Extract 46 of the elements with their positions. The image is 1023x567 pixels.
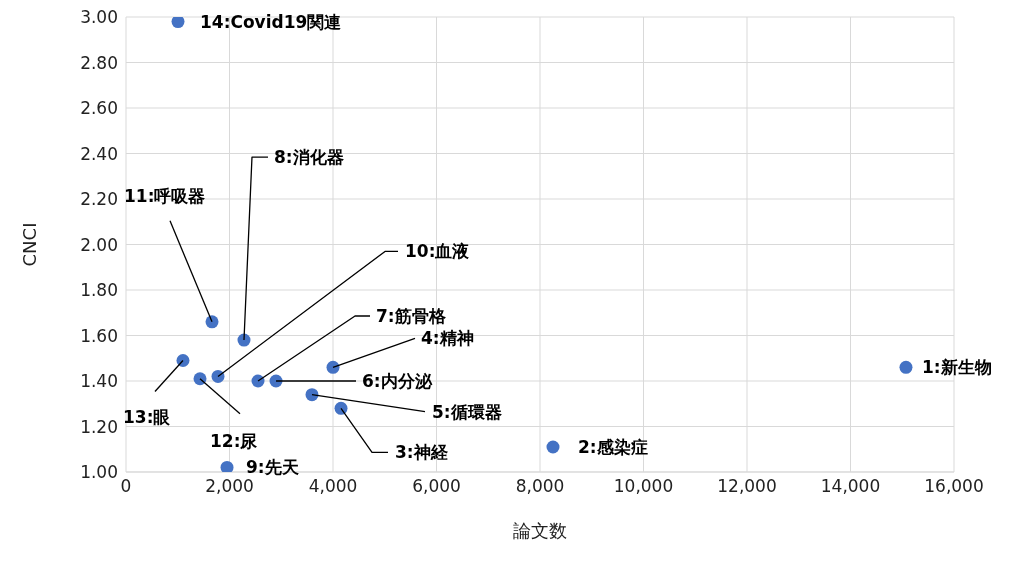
annotation: 14:Covid19関連 [200,11,342,32]
point [334,401,348,415]
x-tick-label: 2,000 [205,476,254,497]
x-tick-label: 12,000 [717,476,777,497]
y-tick-label: 1.00 [80,462,118,483]
point [171,17,185,29]
annotation: 2:感染症 [577,436,648,457]
x-tick-label: 16,000 [924,476,984,497]
point [193,372,207,386]
y-tick-label: 1.40 [80,371,118,392]
annotation: 6:内分泌 [362,371,433,391]
x-axis-title: 論文数 [513,520,567,541]
x-tick-label: 4,000 [308,476,358,497]
annotation: 5:循環器 [431,401,502,422]
y-tick-label: 1.80 [80,280,118,301]
y-tick-label: 3.00 [80,7,118,28]
y-tick-label: 1.20 [80,416,118,437]
annotation: 10:血液 [405,241,471,262]
x-tick-label: 6,000 [412,476,461,497]
annotation: 9:先天 [246,457,299,478]
point [176,354,190,368]
y-tick-label: 2.40 [80,143,118,164]
annotation: 11:呼吸器 [124,185,206,206]
y-tick-label: 2.00 [80,234,118,255]
annotation: 8:消化器 [273,147,344,168]
annotation: 4:精神 [421,328,474,349]
y-axis-title: CNCI [19,222,41,267]
annotation: 13:眼 [122,406,172,427]
x-tick-label: 0 [120,476,132,497]
point [326,360,340,374]
annotation: 7:筋骨格 [376,306,447,326]
point [546,440,560,454]
y-tick-label: 2.80 [80,52,118,73]
point [220,460,234,472]
annotation: 1:新生物 [921,357,992,378]
point [211,369,225,383]
annotation: 3:神経 [395,442,449,463]
y-tick-label: 1.60 [80,325,118,346]
y-tick-label: 2.20 [80,189,118,210]
annotation: 12:尿 [210,430,259,451]
x-tick-label: 10,000 [613,476,674,497]
point [899,360,913,374]
x-tick-label: 8,000 [515,476,565,497]
x-tick-label: 14,000 [820,476,881,497]
y-tick-label: 2.60 [80,98,118,119]
point [305,388,319,402]
